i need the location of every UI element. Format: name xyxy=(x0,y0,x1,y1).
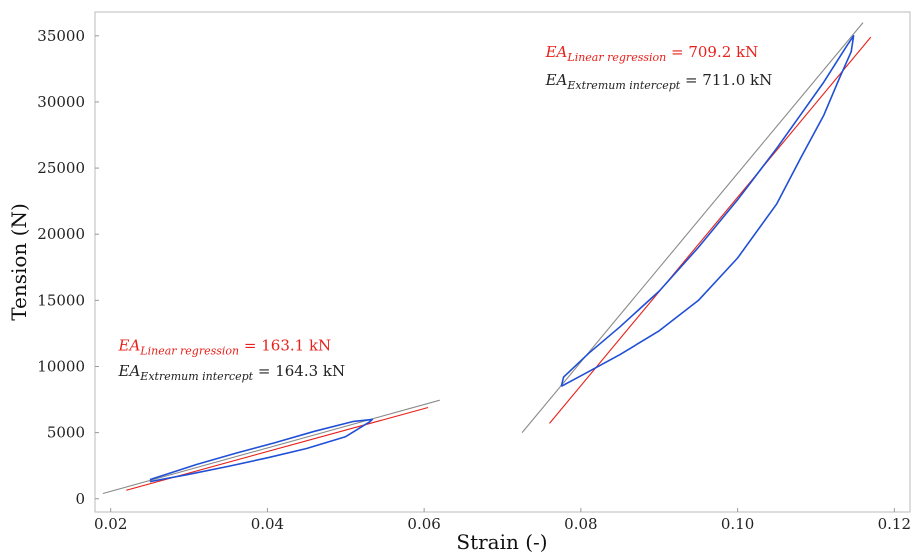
annotation-value: = 163.1 kN xyxy=(239,337,331,355)
annotation-symbol: EA xyxy=(118,337,141,355)
y-tick-label: 15000 xyxy=(37,291,85,309)
annotation-subscript: Linear regression xyxy=(139,345,239,358)
measured-tension-curve xyxy=(560,34,855,388)
y-tick-label: 30000 xyxy=(37,93,85,111)
annotation-subscript: Linear regression xyxy=(566,51,666,64)
annotation-subscript: Extremum intercept xyxy=(139,370,253,383)
extremum-intercept-line xyxy=(521,22,864,433)
annotation-subscript: Extremum intercept xyxy=(566,79,680,92)
y-tick-label: 0 xyxy=(75,490,85,508)
series-layer xyxy=(102,22,872,495)
extremum-intercept-line xyxy=(102,399,440,495)
y-tick-label: 20000 xyxy=(37,225,85,243)
annotation-low-linear: EALinear regression = 163.1 kN xyxy=(118,337,332,358)
annotation-value: = 711.0 kN xyxy=(680,71,772,89)
y-axis-ticks: 0 5000 10000 15000 20000 25000 30000 35000 xyxy=(37,27,99,508)
y-tick-label: 35000 xyxy=(37,27,85,45)
annotation-symbol: EA xyxy=(545,43,568,61)
y-tick-label: 25000 xyxy=(37,159,85,177)
plot-frame xyxy=(94,11,911,513)
y-tick-label: 5000 xyxy=(47,424,85,442)
x-tick-label: 0.06 xyxy=(407,515,440,533)
measured-tension-curve xyxy=(149,418,374,483)
x-tick-label: 0.12 xyxy=(878,515,911,533)
x-axis-title: Strain (-) xyxy=(456,530,547,554)
x-tick-label: 0.08 xyxy=(564,515,597,533)
x-axis-ticks: 0.02 0.04 0.06 0.08 0.10 0.12 xyxy=(94,508,911,533)
annotation-symbol: EA xyxy=(545,71,568,89)
x-tick-label: 0.04 xyxy=(251,515,284,533)
linear-regression-line xyxy=(549,36,872,424)
annotation-value: = 164.3 kN xyxy=(253,362,345,380)
annotation-high-linear: EALinear regression = 709.2 kN xyxy=(545,43,759,64)
y-axis-title: Tension (N) xyxy=(7,203,31,321)
annotation-layer: EALinear regression = 163.1 kNEAExtremum… xyxy=(118,43,773,383)
annotation-value: = 709.2 kN xyxy=(666,43,758,61)
annotation-high-extremum: EAExtremum intercept = 711.0 kN xyxy=(545,71,773,92)
annotation-low-extremum: EAExtremum intercept = 164.3 kN xyxy=(118,362,346,383)
annotation-symbol: EA xyxy=(118,362,141,380)
y-tick-label: 10000 xyxy=(37,357,85,375)
x-tick-label: 0.10 xyxy=(721,515,754,533)
x-tick-label: 0.02 xyxy=(94,515,127,533)
